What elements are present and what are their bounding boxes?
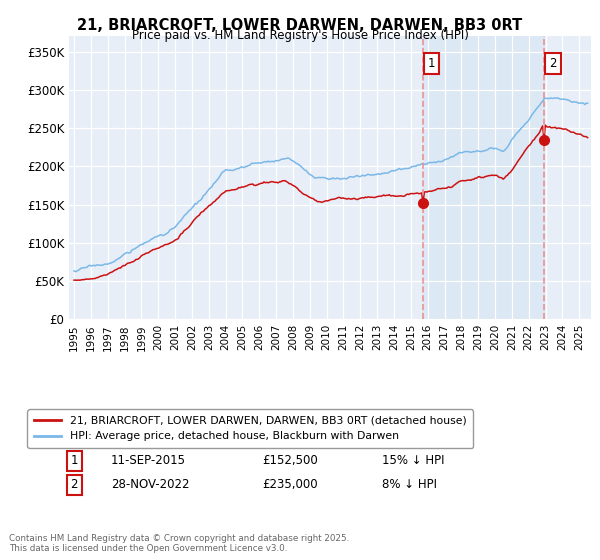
- Text: 11-SEP-2015: 11-SEP-2015: [111, 454, 186, 467]
- Text: 15% ↓ HPI: 15% ↓ HPI: [382, 454, 445, 467]
- Text: 21, BRIARCROFT, LOWER DARWEN, DARWEN, BB3 0RT: 21, BRIARCROFT, LOWER DARWEN, DARWEN, BB…: [77, 18, 523, 33]
- Text: 1: 1: [428, 57, 435, 69]
- Text: 8% ↓ HPI: 8% ↓ HPI: [382, 478, 437, 491]
- Text: £152,500: £152,500: [262, 454, 318, 467]
- Text: Contains HM Land Registry data © Crown copyright and database right 2025.
This d: Contains HM Land Registry data © Crown c…: [9, 534, 349, 553]
- Bar: [422, 36, 544, 319]
- Text: 28-NOV-2022: 28-NOV-2022: [111, 478, 189, 491]
- Text: 2: 2: [549, 57, 556, 69]
- Text: 1: 1: [70, 454, 78, 467]
- Legend: 21, BRIARCROFT, LOWER DARWEN, DARWEN, BB3 0RT (detached house), HPI: Average pri: 21, BRIARCROFT, LOWER DARWEN, DARWEN, BB…: [28, 409, 473, 448]
- Text: 2: 2: [70, 478, 78, 491]
- Text: Price paid vs. HM Land Registry's House Price Index (HPI): Price paid vs. HM Land Registry's House …: [131, 29, 469, 42]
- Text: £235,000: £235,000: [262, 478, 318, 491]
